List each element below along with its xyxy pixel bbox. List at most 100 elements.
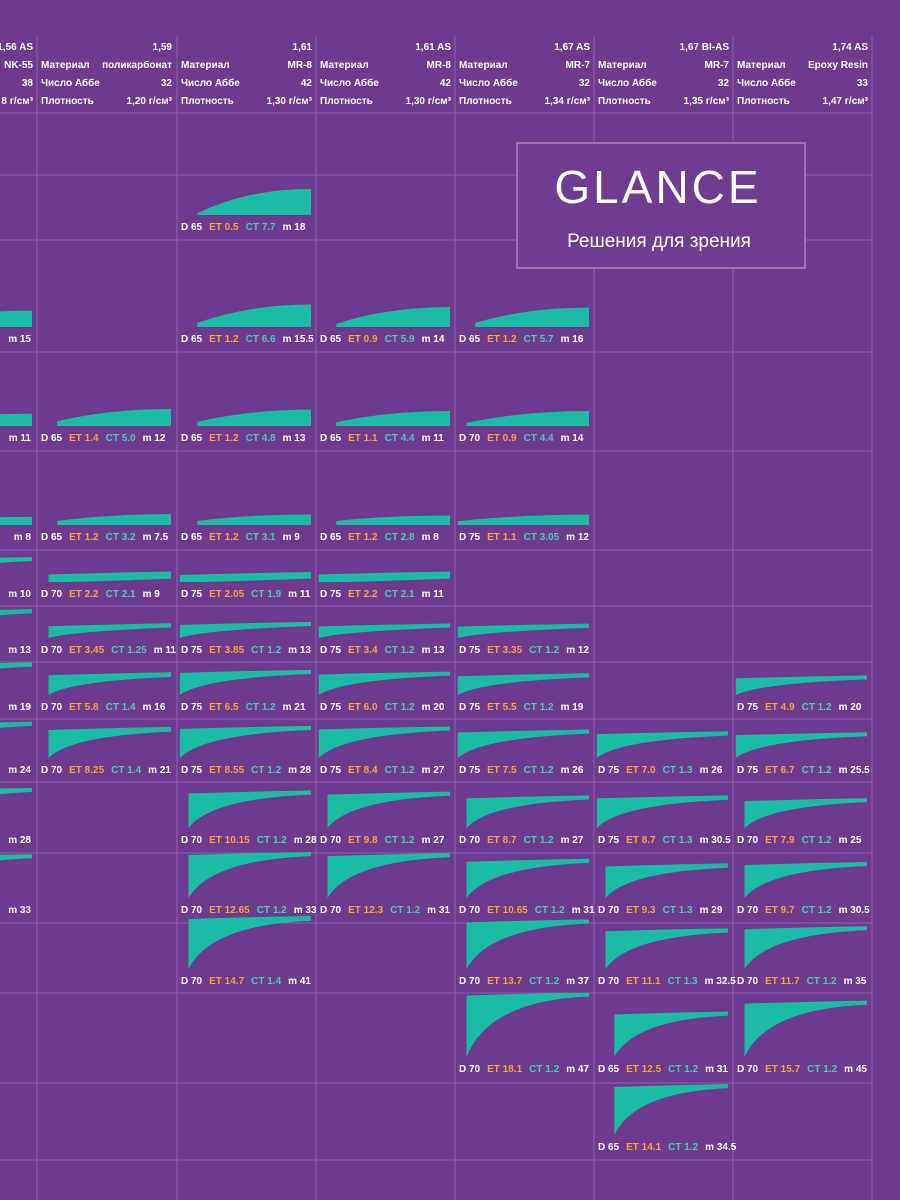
property-value: 1,47 г/см³ [823, 96, 869, 107]
cells: 1,56 AS Материал NK-55 Число Аббе 38 Плотност… [0, 42, 870, 1153]
cell-params: D 70 ET 9.7 CT 1.2 m 30.5 [737, 905, 870, 916]
param-ct: CT 1.2 [802, 835, 832, 846]
param-d: D 75 [320, 765, 342, 776]
param-ct: CT 1.2 [385, 645, 415, 656]
property-value: MR-7 [566, 60, 591, 71]
lens-profile [179, 669, 311, 695]
cell-params: D 70 ET 12.3 CT 1.2 m 31 [320, 905, 450, 916]
property-value: 1,20 г/см³ [127, 96, 173, 107]
param-et: ET 12.65 [209, 905, 250, 916]
param-et: ET 18.1 [487, 1064, 522, 1075]
cell-params: D 70 ET 9.8 CT 1.2 m 27 [320, 835, 445, 846]
param-d: D 65 [41, 532, 63, 543]
lens-profile [179, 572, 311, 583]
lens-profile [179, 621, 311, 638]
param-et: ET 8.7 [626, 835, 656, 846]
property-value: поликарбонат [102, 59, 172, 71]
param-ct: CT 1.2 [246, 702, 276, 713]
param-et: ET 8.4 [348, 765, 378, 776]
param-d: D 70 [737, 1064, 759, 1075]
cell-params: D 65 ET 14.1 CT 1.2 m 34.5 [598, 1142, 737, 1153]
param-et: ET 8.55 [209, 765, 244, 776]
param-et: ET 14.7 [209, 976, 244, 987]
param-d: D 65 [181, 532, 203, 543]
param-m: m 10 [8, 589, 31, 600]
param-ct: CT 1.2 [385, 765, 415, 776]
property-value: 1,34 г/см³ [545, 96, 591, 107]
lens-profile [744, 1000, 867, 1057]
lens-profile [197, 304, 311, 327]
cell-params: D 70 ET 12.65 CT 1.2 m 33 [181, 905, 317, 916]
param-et: ET 4.9 [765, 702, 795, 713]
property-value: 1,35 г/см³ [684, 96, 730, 107]
param-ct: CT 1.2 [251, 645, 281, 656]
lens-profile [466, 795, 589, 828]
param-ct: CT 1.2 [524, 835, 554, 846]
property-label: Число Аббе [320, 77, 379, 89]
lens-profile [0, 662, 32, 669]
param-m: m 30.5 [839, 905, 871, 916]
param-d: D 70 [181, 976, 203, 987]
cell-params: D 75 ET 6.7 CT 1.2 m 25.5 [737, 765, 870, 776]
param-d: D 70 [598, 905, 620, 916]
param-d: D 65 [181, 222, 203, 233]
param-ct: CT 1.2 [390, 905, 420, 916]
param-ct: CT 1.2 [668, 1142, 698, 1153]
lens-profile [0, 557, 32, 563]
property-label: Число Аббе [459, 77, 518, 89]
param-m: m 20 [839, 702, 862, 713]
property-value: 42 [301, 78, 313, 89]
param-m: m 11 [288, 589, 311, 600]
property-label: Плотность [598, 96, 651, 107]
param-m: m 7.5 [143, 532, 169, 543]
property-value: 32 [718, 78, 730, 89]
logo-subtitle: Решения для зрения [567, 231, 751, 252]
cell-params: D 65 ET 1.2 CT 2.8 m 8 [320, 532, 439, 543]
param-m: m 33 [294, 905, 317, 916]
cell-params: D 70 ET 10.65 CT 1.2 m 31 [459, 905, 595, 916]
param-m: m 34.5 [705, 1142, 737, 1153]
param-ct: CT 5.9 [385, 334, 415, 345]
param-et: ET 2.2 [348, 589, 378, 600]
property-label: Плотность [459, 96, 512, 107]
param-m: m 27 [422, 835, 445, 846]
cell-params: D 65 ET 1.4 CT 5.0 m 12 [41, 433, 166, 444]
cell-params: D 75 ET 6.5 CT 1.2 m 21 [181, 702, 306, 713]
param-m: m 9 [283, 532, 301, 543]
property-label: Плотность [41, 96, 94, 107]
param-d: D 75 [737, 765, 759, 776]
param-d: D 70 [459, 433, 481, 444]
param-m: m 26 [700, 765, 723, 776]
param-m: m 21 [148, 765, 171, 776]
column-title: 1,56 AS [0, 42, 33, 53]
param-m: m 8 [422, 532, 440, 543]
param-et: ET 5.5 [487, 702, 517, 713]
lens-profile [197, 409, 311, 426]
param-m: m 29 [700, 905, 723, 916]
lens-profile [179, 725, 311, 758]
param-d: D 70 [459, 905, 481, 916]
param-d: D 75 [181, 589, 203, 600]
lens-profile [318, 623, 450, 638]
cell-params: D 70 ET 2.2 CT 2.1 m 9 [41, 589, 160, 600]
lens-profile [197, 188, 311, 215]
lens-profile [57, 409, 171, 426]
param-d: D 75 [181, 765, 203, 776]
lens-profile [457, 673, 589, 695]
cell-params: D 70 ET 7.9 CT 1.2 m 25 [737, 835, 862, 846]
param-ct: CT 1.2 [257, 835, 287, 846]
property-label: Число Аббе [598, 77, 657, 89]
param-ct: CT 7.7 [246, 222, 276, 233]
lens-profile [735, 732, 867, 758]
param-m: m 12 [566, 645, 589, 656]
param-m: m 30.5 [700, 835, 732, 846]
param-et: ET 1.2 [209, 532, 239, 543]
param-et: ET 1.2 [348, 532, 378, 543]
lens-profile [48, 623, 171, 638]
param-ct: CT 3.1 [246, 532, 276, 543]
lens-profile [0, 310, 32, 327]
cell-params: D 65 ET 1.2 CT 3.2 m 7.5 [41, 532, 169, 543]
param-ct: CT 4.4 [385, 433, 415, 444]
property-label: Материал [737, 60, 786, 71]
param-d: D 75 [737, 702, 759, 713]
